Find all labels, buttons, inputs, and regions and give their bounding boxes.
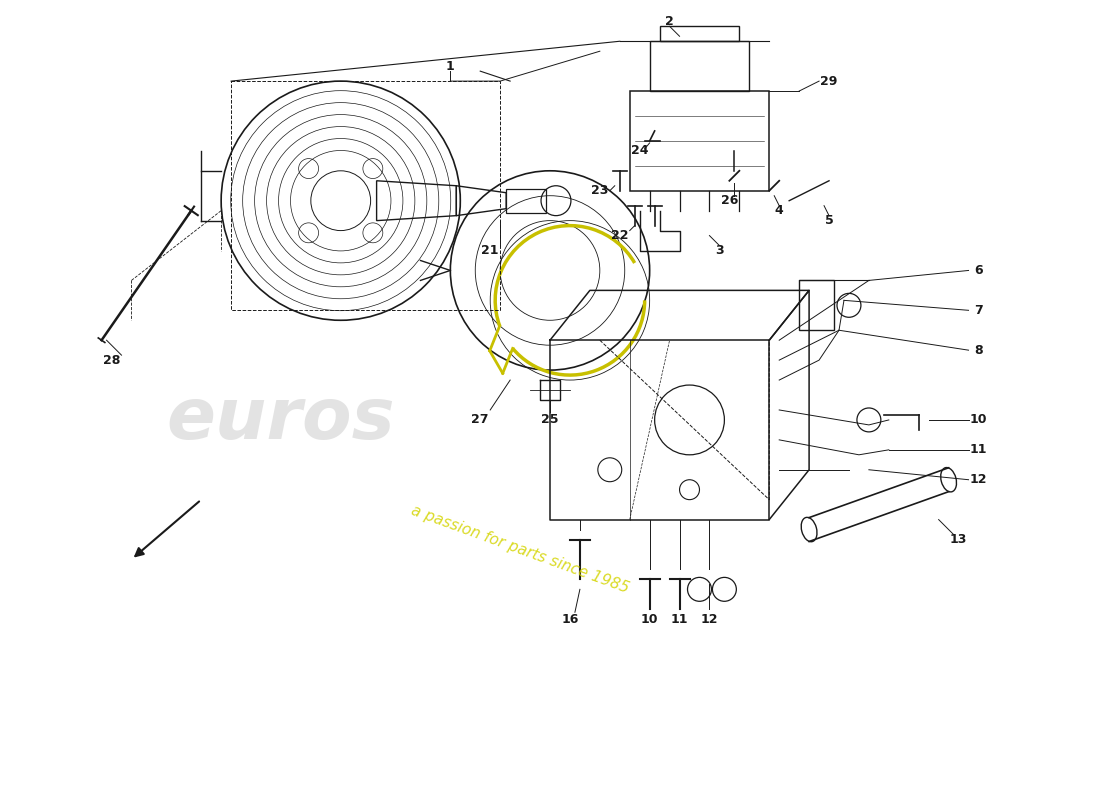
Text: 28: 28 xyxy=(102,354,120,366)
Text: euros: euros xyxy=(166,386,395,454)
Text: 7: 7 xyxy=(975,304,983,317)
Text: 12: 12 xyxy=(970,474,988,486)
Text: 10: 10 xyxy=(641,613,659,626)
Text: 2: 2 xyxy=(666,15,674,28)
Text: 12: 12 xyxy=(701,613,718,626)
Text: 24: 24 xyxy=(631,144,648,158)
Bar xyxy=(660,26,739,42)
Text: 6: 6 xyxy=(975,264,982,277)
Bar xyxy=(799,281,834,330)
Text: 21: 21 xyxy=(482,244,499,257)
Text: 11: 11 xyxy=(671,613,689,626)
Text: a passion for parts since 1985: a passion for parts since 1985 xyxy=(409,503,631,596)
Text: 8: 8 xyxy=(975,344,982,357)
Text: 23: 23 xyxy=(591,184,608,198)
Text: 29: 29 xyxy=(821,74,838,88)
Text: 13: 13 xyxy=(950,533,967,546)
Bar xyxy=(506,189,546,213)
Text: 25: 25 xyxy=(541,414,559,426)
Text: 27: 27 xyxy=(472,414,490,426)
Text: 10: 10 xyxy=(970,414,988,426)
Text: 22: 22 xyxy=(610,229,628,242)
Text: 1: 1 xyxy=(446,60,454,73)
Text: 5: 5 xyxy=(825,214,834,227)
Text: 11: 11 xyxy=(970,443,988,456)
Text: 4: 4 xyxy=(774,204,783,217)
Text: 3: 3 xyxy=(715,244,724,257)
Text: 26: 26 xyxy=(720,194,738,207)
Text: 16: 16 xyxy=(561,613,579,626)
